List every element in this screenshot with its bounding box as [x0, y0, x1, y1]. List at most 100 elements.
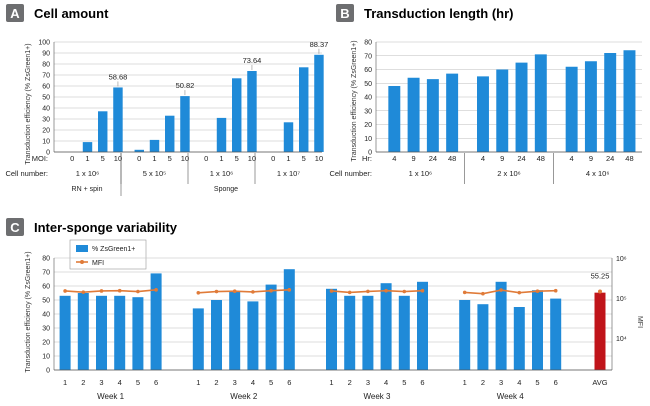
x-tick-label-c: 3	[233, 378, 237, 387]
bar-b	[496, 69, 509, 152]
chart-c-plot: 0 10 20 30 40 50 60 70 80 10⁴ 10⁵ 10⁶ 1 2 3 4 5 6 Week 1 1 2…	[42, 256, 627, 402]
hr-label: 24	[517, 154, 525, 163]
week-label: Week 2	[230, 392, 258, 401]
bar-c	[59, 295, 71, 370]
mfi-marker	[81, 290, 86, 294]
data-label-a: 58.68	[109, 72, 128, 81]
cell-number-label-a: 1 x 10⁷	[277, 169, 300, 178]
mfi-line	[198, 289, 290, 294]
bar-b	[565, 66, 578, 152]
x-tick-label-c: 1	[463, 378, 467, 387]
x-tick-label-c: 6	[420, 378, 424, 387]
bar-a	[113, 87, 123, 152]
y-axis-label-c: Transduction efficiency (% ZsGreen1+)	[25, 251, 32, 372]
hr-label: 9	[412, 154, 416, 163]
mfi-marker	[214, 289, 219, 294]
y2-tick-label-c: 10⁴	[616, 336, 627, 343]
mfi-line	[464, 289, 556, 295]
bar-b	[446, 73, 459, 152]
bar-c	[495, 281, 507, 370]
x-tick-label-c: 4	[517, 378, 521, 387]
y-tick-label-a: 50	[42, 95, 50, 102]
moi-label: 5	[302, 154, 306, 163]
y-tick-label-c: 60	[42, 284, 50, 291]
bar-c	[398, 295, 410, 370]
bar-c	[96, 295, 107, 370]
x-tick-label-c: 2	[81, 378, 85, 387]
y-tick-label-b: 10	[364, 136, 372, 143]
mfi-marker	[251, 290, 255, 294]
mfi-marker	[553, 288, 558, 293]
x-tick-label-c: 2	[214, 378, 218, 387]
week-label: Week 3	[364, 392, 392, 401]
bar-c	[344, 295, 356, 370]
hr-label: 4	[392, 154, 396, 163]
row-label-moi: MOI:	[32, 154, 48, 163]
mfi-marker	[269, 288, 273, 293]
x-tick-label-c: 2	[481, 378, 485, 387]
bar-c	[265, 284, 277, 370]
y-tick-label-b: 60	[364, 67, 372, 74]
mfi-marker	[99, 289, 104, 293]
bar-c	[417, 281, 428, 370]
bar-a	[283, 122, 294, 152]
cell-number-label-a: 1 x 10⁶	[76, 169, 100, 178]
panel-badge-b	[336, 4, 354, 22]
y-tick-label-c: 10	[42, 354, 50, 361]
moi-label: 10	[315, 154, 323, 163]
x-tick-label-c: 2	[348, 378, 352, 387]
moi-label: 1	[85, 154, 89, 163]
panel-badge-a	[6, 4, 24, 22]
legend-swatch-marker	[80, 260, 84, 264]
bar-c	[513, 307, 525, 370]
y-tick-label-b: 70	[364, 53, 372, 60]
moi-label: 1	[286, 154, 290, 163]
hr-label: 48	[625, 154, 633, 163]
week-label: Week 1	[97, 392, 125, 401]
moi-label: 5	[235, 154, 239, 163]
hr-label: 24	[606, 154, 614, 163]
x-tick-label-c: 5	[535, 378, 539, 387]
panel-title-c: Inter-sponge variability	[34, 220, 178, 235]
y-tick-label-b: 20	[364, 122, 372, 129]
y-axis-label-a: Transduction efficiency (% ZsGreen1+)	[25, 43, 32, 164]
x-tick-label-c: 3	[499, 378, 503, 387]
avg-data-label: 55.25	[591, 272, 610, 281]
mfi-marker	[196, 290, 201, 295]
cell-number-label-b: 4 x 10⁶	[586, 169, 610, 178]
bar-a	[165, 115, 175, 152]
panel-letter-b: B	[340, 6, 349, 21]
panel-badge-c	[6, 218, 24, 236]
bar-c	[77, 293, 89, 370]
mfi-marker	[232, 289, 237, 293]
moi-label: 0	[204, 154, 208, 163]
y-axis-label-a-text: Transduction efficiency (% ZsGreen1+)	[25, 43, 32, 164]
mfi-marker	[347, 290, 352, 295]
y-tick-label-a: 70	[42, 73, 50, 80]
bar-c	[114, 295, 126, 370]
panel-letter-a: A	[10, 6, 20, 21]
bar-a	[299, 67, 309, 152]
y-tick-label-b: 30	[364, 108, 372, 115]
avg-bar	[594, 292, 606, 370]
x-tick-label-c: 6	[287, 378, 291, 387]
x-tick-label-c: 5	[402, 378, 406, 387]
mfi-line	[65, 289, 157, 293]
bar-c	[192, 308, 204, 370]
legend-frame	[69, 239, 147, 270]
moi-label: 0	[137, 154, 141, 163]
y2-tick-label-c: 10⁵	[616, 296, 627, 303]
mfi-marker	[63, 289, 67, 293]
y-tick-label-c: 50	[42, 298, 50, 305]
mfi-marker	[462, 290, 467, 295]
panel-letter-c: C	[10, 220, 20, 235]
bar-c	[247, 301, 259, 370]
hr-label: 48	[448, 154, 456, 163]
x-tick-label-c: 5	[136, 378, 140, 387]
x-tick-label-c: 3	[99, 378, 103, 387]
group-label-sponge: Sponge	[214, 186, 238, 193]
bar-c	[477, 304, 489, 370]
x-tick-label-c: 5	[269, 378, 273, 387]
mfi-marker	[154, 288, 158, 292]
moi-label: 0	[70, 154, 74, 163]
